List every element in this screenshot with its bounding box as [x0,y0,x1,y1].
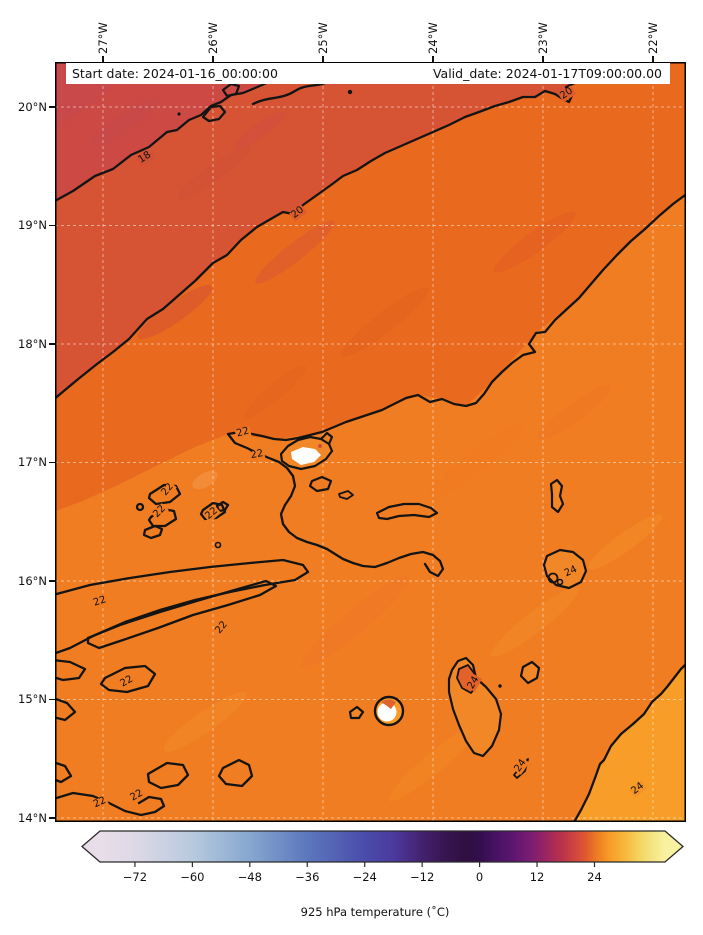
lat-tick-label: 18°N [18,336,47,351]
axes-border [55,62,686,822]
contour-18-wiggle2 [221,82,241,98]
lon-tick-mark [542,56,544,62]
contour-22-bottom1 [146,761,190,790]
colorbar [81,830,684,867]
contour-24 [572,662,686,822]
colorbar-tick-label: −72 [122,870,148,884]
colorbar-tick-label: −60 [180,870,205,884]
island-fogo-notch [381,699,396,709]
lat-tick-label: 16°N [18,573,47,588]
lat-tick-mark [49,698,55,701]
colorbar-tick-label: 0 [475,870,484,884]
annotation-bar: Start date: 2024-01-16_00:00:00 Valid_da… [66,63,670,84]
lat-tick-mark [49,224,55,227]
colorbar-tick-label: −48 [237,870,262,884]
lat-tick-mark [49,106,55,108]
contour-22-ring [135,502,145,512]
lon-tick-label: 26°W [206,22,220,54]
colorbar-gradient [81,830,684,863]
island-santa-luzia [338,490,354,500]
islet-dot2 [347,89,353,95]
lon-tick-label: 27°W [96,22,110,54]
lat-tick-label: 20°N [18,99,47,114]
contour-22-blob [99,664,157,694]
contour-22-bottomline [55,791,166,817]
graticule [55,62,686,822]
lon-tick-mark [212,56,214,62]
valid-date-text: Valid_date: 2024-01-17T09:00:00.00 [432,66,662,81]
lon-tick-mark [652,56,654,62]
contour-22-sw-inner [86,579,278,650]
lon-tick-label: 22°W [646,22,660,54]
colorbar-label: 925 hPa temperature (˚C) [300,905,450,919]
contour-18-wiggle [201,104,227,123]
lat-tick-mark [49,580,55,582]
lat-tick-label: 14°N [18,810,47,825]
island-santo-antao-summit [291,447,321,465]
boa-vista-loop2 [556,578,564,586]
island-santo-antao-prong [320,431,334,445]
lon-tick-label: 23°W [536,22,550,54]
lat-tick-label: 17°N [18,455,47,469]
contour-22-bottom2 [217,758,254,788]
map-plot [55,62,686,822]
lat-tick-mark [49,461,55,464]
start-date-text: Start date: 2024-01-16_00:00:00 [72,66,278,81]
lon-tick-label: 24°W [426,22,440,54]
band-above-24 [574,664,686,822]
contour-22-loop5 [142,524,164,540]
colorbar-tick-label: −12 [410,870,435,884]
islet-dot-red [318,444,322,448]
islet-dot3 [498,684,502,688]
contour-22-edge2 [55,697,77,722]
lon-tick-mark [102,56,104,62]
lat-tick-label: 19°N [18,218,47,232]
lon-tick-label: 25°W [316,22,330,54]
colorbar-ticks [134,862,596,867]
islet-ring [214,541,222,549]
contour-22 [226,193,686,578]
islet-dot1 [177,112,181,116]
island-maio [519,660,541,685]
island-brava [348,705,365,720]
island-sal [549,478,565,514]
colorbar-tick-label: −24 [352,870,377,884]
lat-tick-mark [49,817,55,819]
contour-22-edge1 [55,659,87,682]
lat-tick-mark [49,343,55,345]
field-texture [91,97,662,802]
colorbar-tick-label: 12 [529,870,545,884]
lat-tick-label: 15°N [18,692,47,706]
island-sao-vicente [308,475,333,493]
boa-vista-loop [547,572,559,584]
lon-tick-mark [322,56,324,62]
colorbar-tick-label: 24 [587,870,602,884]
contour-22-corner [55,761,73,784]
lon-tick-mark [432,56,434,62]
colorbar-tick-label: −36 [295,870,320,884]
island-sao-nicolau [375,502,439,521]
